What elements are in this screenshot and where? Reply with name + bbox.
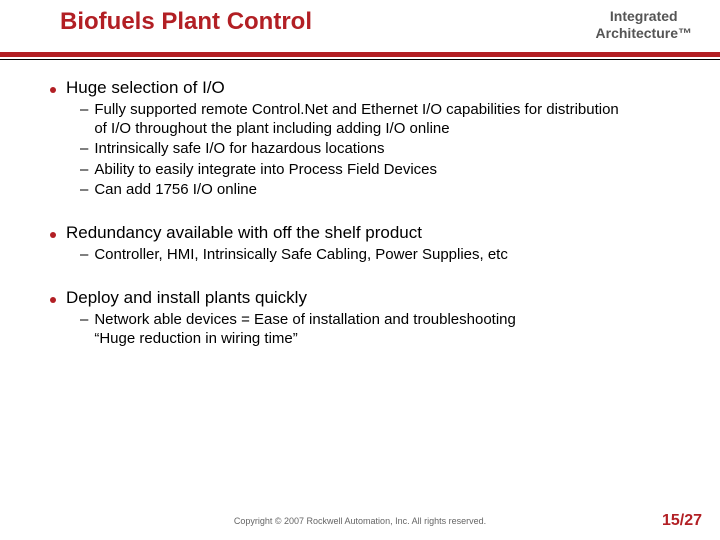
slide-header: Biofuels Plant Control Integrated Archit… [0,0,720,52]
dash-icon: – [80,310,88,329]
sub-bullet-text: Controller, HMI, Intrinsically Safe Cabl… [94,245,508,264]
sub-bullet-item: –Intrinsically safe I/O for hazardous lo… [80,139,690,158]
sub-bullet-list: –Controller, HMI, Intrinsically Safe Cab… [50,245,690,264]
sub-bullet-item: –Ability to easily integrate into Proces… [80,160,690,179]
sub-bullet-item: –Controller, HMI, Intrinsically Safe Cab… [80,245,690,264]
bullet-dot-icon [50,87,56,93]
bullet-item: Redundancy available with off the shelf … [50,223,690,264]
sub-bullet-text: Ability to easily integrate into Process… [94,160,437,179]
copyright-text: Copyright © 2007 Rockwell Automation, In… [0,516,720,526]
dash-icon: – [80,100,88,119]
sub-bullet-item: –Can add 1756 I/O online [80,180,690,199]
dash-icon: – [80,160,88,179]
sub-bullet-list: –Network able devices = Ease of installa… [50,310,690,348]
dash-icon: – [80,245,88,264]
sub-bullet-text: Network able devices = Ease of installat… [94,310,516,348]
bullet-dot-icon [50,297,56,303]
bullet-item: Huge selection of I/O –Fully supported r… [50,78,690,199]
bullet-text: Huge selection of I/O [66,78,225,98]
subtitle-line1: Integrated [610,8,678,24]
dash-icon: – [80,139,88,158]
page-number: 15/27 [662,512,702,530]
bullet-text: Deploy and install plants quickly [66,288,307,308]
subtitle-line2: Architecture™ [596,25,692,41]
bullet-text: Redundancy available with off the shelf … [66,223,422,243]
slide-content: Huge selection of I/O –Fully supported r… [0,60,720,349]
slide-subtitle: Integrated Architecture™ [596,8,692,42]
sub-bullet-item: –Fully supported remote Control.Net and … [80,100,690,138]
sub-bullet-text: Fully supported remote Control.Net and E… [94,100,618,138]
dash-icon: – [80,180,88,199]
bullet-item: Deploy and install plants quickly –Netwo… [50,288,690,348]
bullet-dot-icon [50,232,56,238]
sub-bullet-text: Intrinsically safe I/O for hazardous loc… [94,139,384,158]
sub-bullet-text: Can add 1756 I/O online [94,180,257,199]
sub-bullet-list: –Fully supported remote Control.Net and … [50,100,690,199]
sub-bullet-item: –Network able devices = Ease of installa… [80,310,690,348]
header-rule-thick [0,52,720,57]
